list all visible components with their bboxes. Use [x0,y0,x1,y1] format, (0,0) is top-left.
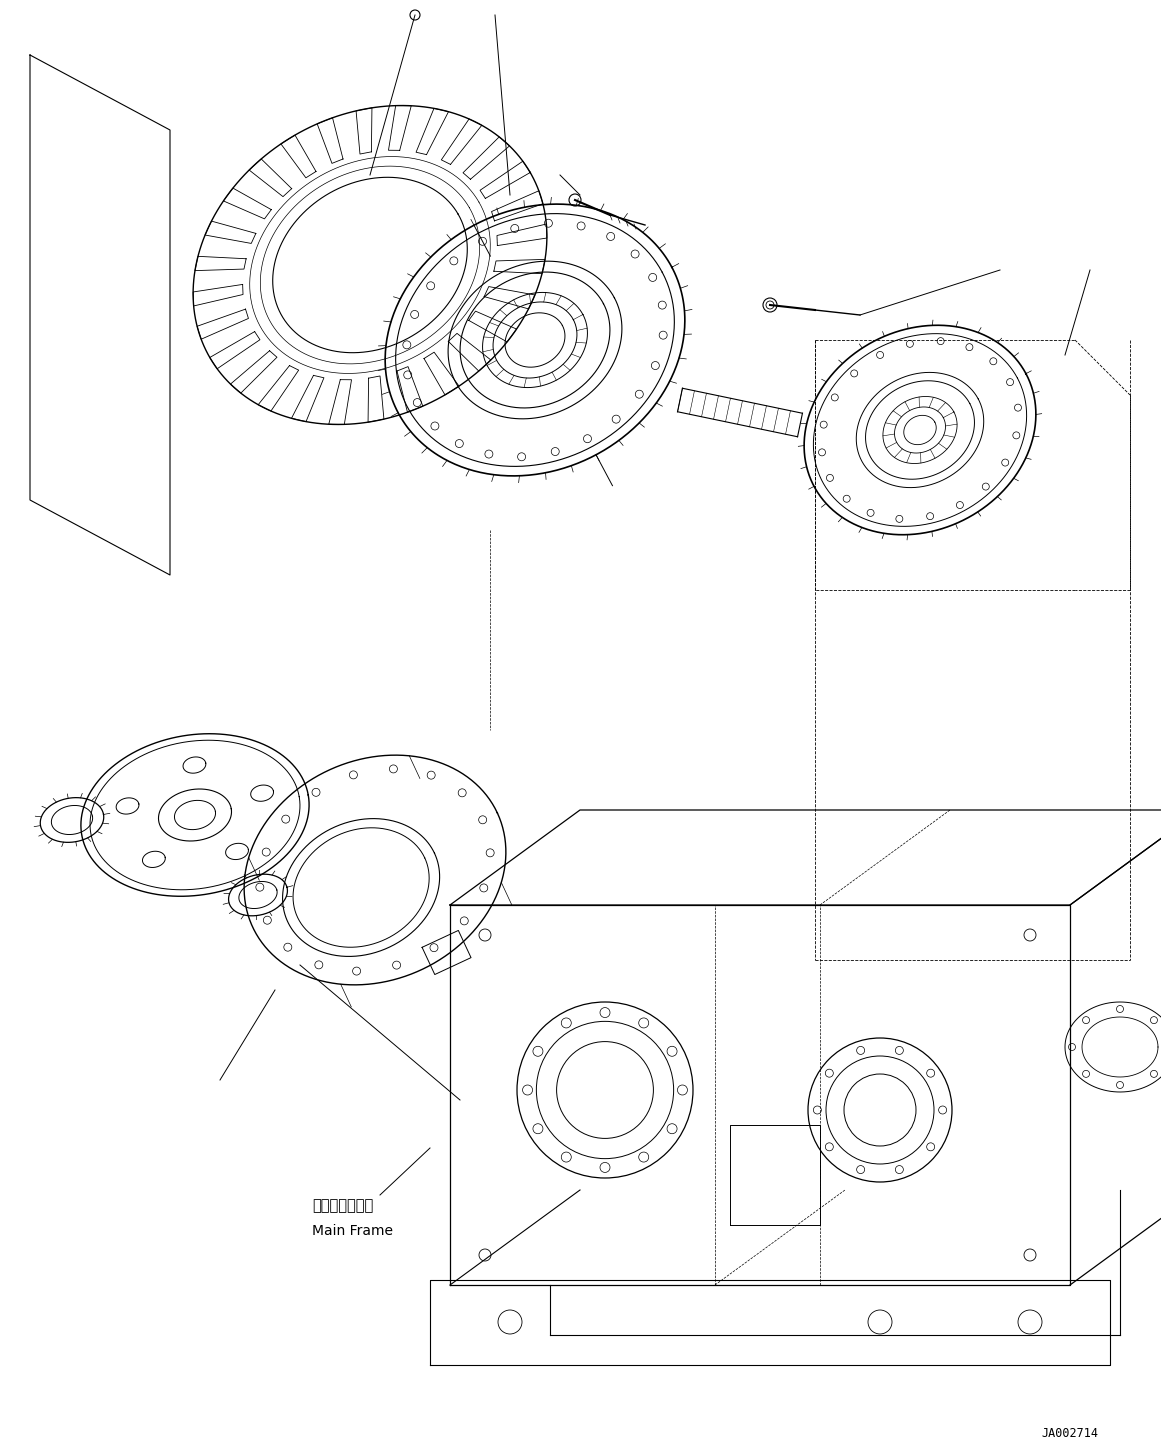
Text: メインフレーム: メインフレーム [312,1197,373,1213]
Polygon shape [450,905,1070,1285]
Polygon shape [430,1280,1110,1365]
Polygon shape [450,810,1161,905]
Text: Main Frame: Main Frame [312,1224,394,1238]
Polygon shape [30,55,170,575]
Polygon shape [1070,810,1161,1285]
Text: JA002714: JA002714 [1041,1427,1098,1440]
